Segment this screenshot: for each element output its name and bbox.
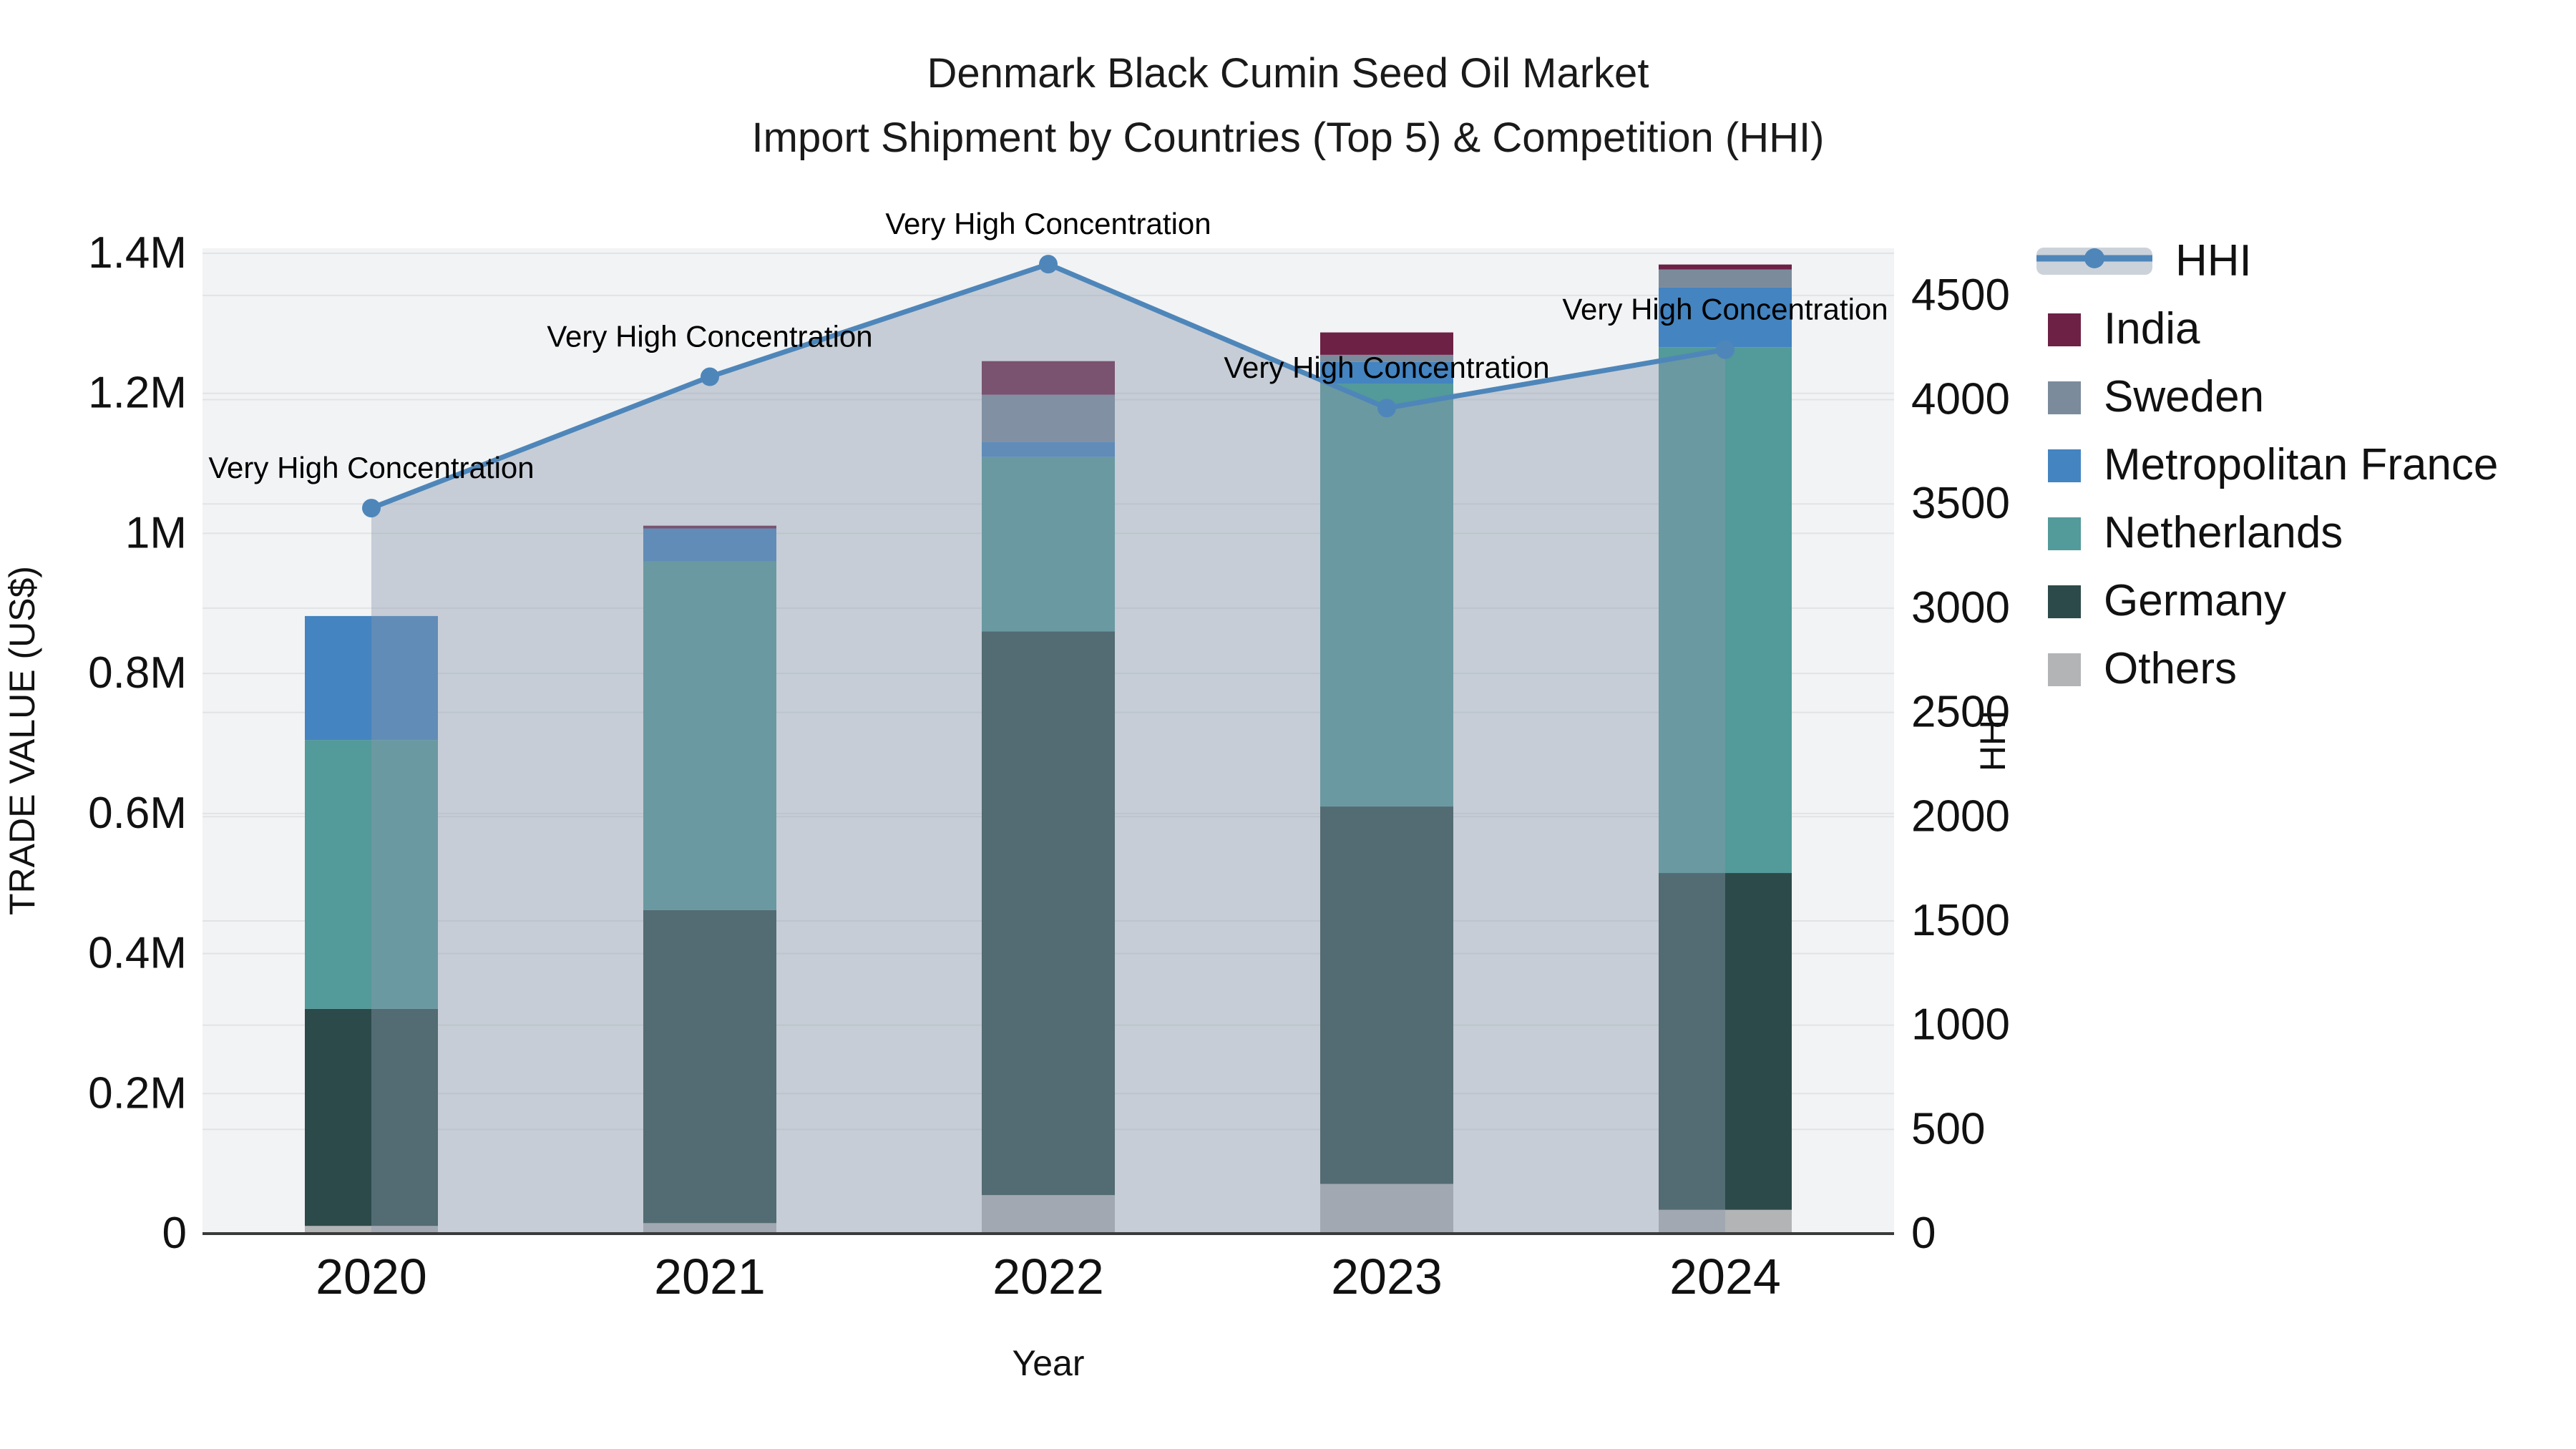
y-right-tick: 3500 <box>1911 479 2010 528</box>
x-tick-2023: 2023 <box>1331 1249 1443 1304</box>
y-left-tick: 0 <box>162 1209 187 1258</box>
legend-label: Sweden <box>2104 372 2264 421</box>
legend-swatch <box>2048 449 2081 482</box>
y-left-tick: 0.4M <box>88 929 187 978</box>
legend-item-india[interactable]: India <box>2048 304 2200 353</box>
y-right-axis-title: HHI <box>1973 710 2013 771</box>
chart-title-line1: Denmark Black Cumin Seed Oil Market <box>927 50 1649 97</box>
y-right-tick: 4000 <box>1911 375 2010 424</box>
annotation-2021: Very High Concentration <box>547 320 872 353</box>
legend-swatch <box>2048 517 2081 550</box>
y-right-tick: 2000 <box>1911 791 2010 841</box>
bar-segment-metropolitan-france-2021[interactable] <box>643 528 776 562</box>
bar-segment-india-2024[interactable] <box>1659 264 1792 270</box>
legend-swatch <box>2048 585 2081 618</box>
bar-segment-metropolitan-france-2024[interactable] <box>1659 287 1792 348</box>
y-left-tick: 1.4M <box>88 228 187 278</box>
bar-segment-metropolitan-france-2022[interactable] <box>982 441 1115 457</box>
y-right-tick: 4500 <box>1911 270 2010 320</box>
bar-segment-sweden-2024[interactable] <box>1659 269 1792 288</box>
x-tick-2024: 2024 <box>1669 1249 1781 1304</box>
x-tick-2022: 2022 <box>992 1249 1104 1304</box>
bar-segment-metropolitan-france-2020[interactable] <box>305 615 438 741</box>
legend-swatch <box>2048 653 2081 686</box>
legend-label: Germany <box>2104 576 2286 625</box>
bar-segment-germany-2021[interactable] <box>643 909 776 1224</box>
hhi-point-2020[interactable] <box>362 499 381 518</box>
annotation-2022: Very High Concentration <box>885 207 1211 240</box>
bar-segment-germany-2023[interactable] <box>1320 806 1453 1184</box>
hhi-legend-marker <box>2084 248 2104 268</box>
bar-segment-others-2024[interactable] <box>1659 1209 1792 1234</box>
legend-label: Others <box>2104 644 2237 693</box>
bar-segment-netherlands-2021[interactable] <box>643 561 776 910</box>
y-right-tick: 500 <box>1911 1104 1985 1153</box>
legend-item-netherlands[interactable]: Netherlands <box>2048 508 2343 557</box>
bar-segment-others-2021[interactable] <box>643 1223 776 1234</box>
bar-segment-metropolitan-france-2023[interactable] <box>1320 361 1453 384</box>
y-right-tick: 3000 <box>1911 583 2010 633</box>
bar-segment-netherlands-2020[interactable] <box>305 740 438 1009</box>
y-left-tick: 0.6M <box>88 789 187 838</box>
bar-segment-others-2022[interactable] <box>982 1195 1115 1234</box>
y-right-tick: 2500 <box>1911 688 2010 737</box>
legend-item-metropolitan-france[interactable]: Metropolitan France <box>2048 440 2498 489</box>
y-right-tick: 0 <box>1911 1209 1936 1258</box>
annotation-2023: Very High Concentration <box>1224 351 1549 384</box>
y-right-tick: 1500 <box>1911 896 2010 945</box>
legend-item-germany[interactable]: Germany <box>2048 576 2286 625</box>
bar-segment-india-2022[interactable] <box>982 361 1115 395</box>
bar-segment-germany-2022[interactable] <box>982 631 1115 1196</box>
bar-segment-netherlands-2024[interactable] <box>1659 347 1792 874</box>
legend-label: Metropolitan France <box>2104 440 2498 489</box>
y-left-tick: 0.8M <box>88 648 187 698</box>
bar-segment-netherlands-2023[interactable] <box>1320 384 1453 807</box>
legend-item-hhi[interactable]: HHI <box>2036 236 2252 286</box>
x-axis-title: Year <box>1012 1343 1084 1383</box>
x-tick-2020: 2020 <box>316 1249 427 1304</box>
annotation-2020: Very High Concentration <box>208 451 534 484</box>
legend-label: HHI <box>2175 236 2252 286</box>
hhi-point-2023[interactable] <box>1377 399 1396 418</box>
hhi-point-2022[interactable] <box>1039 255 1058 274</box>
bar-segment-sweden-2023[interactable] <box>1320 354 1453 362</box>
chart-title-line2: Import Shipment by Countries (Top 5) & C… <box>752 114 1825 161</box>
bar-segment-india-2021[interactable] <box>643 525 776 529</box>
y-left-tick: 1M <box>125 508 187 557</box>
hhi-point-2024[interactable] <box>1716 340 1735 359</box>
legend-label: India <box>2104 304 2200 353</box>
y-left-tick: 0.2M <box>88 1068 187 1118</box>
bar-segment-others-2023[interactable] <box>1320 1184 1453 1234</box>
bar-segment-germany-2020[interactable] <box>305 1008 438 1226</box>
annotation-2024: Very High Concentration <box>1562 293 1888 326</box>
legend-item-sweden[interactable]: Sweden <box>2048 372 2264 421</box>
bar-segment-germany-2024[interactable] <box>1659 873 1792 1210</box>
bar-segment-sweden-2022[interactable] <box>982 394 1115 442</box>
legend-label: Netherlands <box>2104 508 2343 557</box>
y-left-tick: 1.2M <box>88 369 187 418</box>
hhi-point-2021[interactable] <box>701 367 719 386</box>
y-right-tick: 1000 <box>1911 1000 2010 1050</box>
bar-segment-india-2023[interactable] <box>1320 332 1453 355</box>
legend-item-others[interactable]: Others <box>2048 644 2237 693</box>
bar-segment-others-2020[interactable] <box>305 1226 438 1234</box>
bar-segment-netherlands-2022[interactable] <box>982 457 1115 632</box>
legend-swatch <box>2048 313 2081 346</box>
legend-swatch <box>2048 381 2081 414</box>
x-tick-2021: 2021 <box>654 1249 766 1304</box>
hhi-area-fill <box>371 264 1725 1234</box>
y-left-axis-title: TRADE VALUE (US$) <box>2 566 42 915</box>
